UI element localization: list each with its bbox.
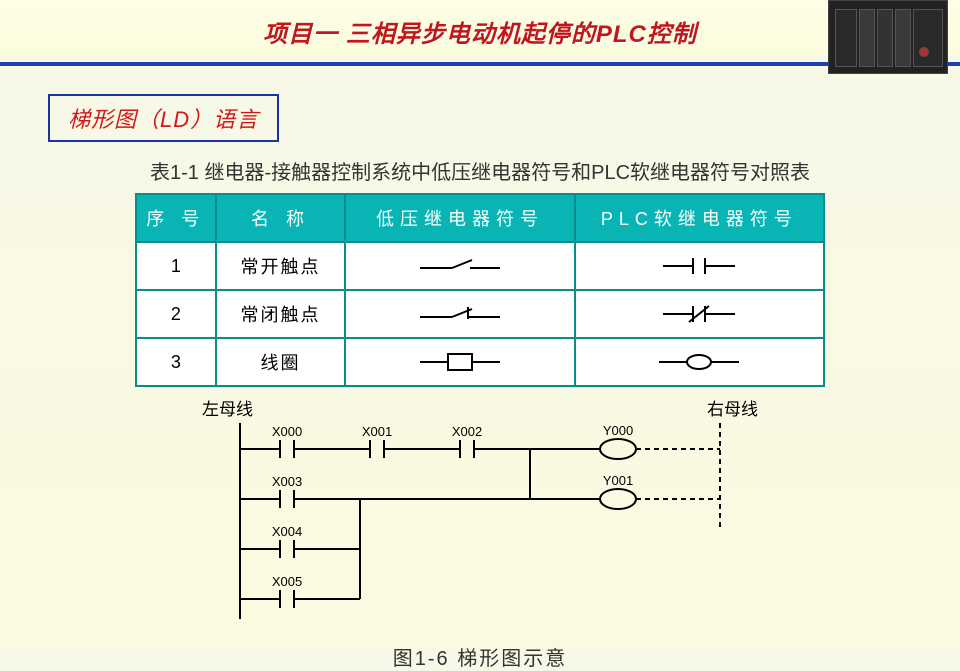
th-name: 名 称 — [216, 194, 346, 242]
th-lv: 低压继电器符号 — [345, 194, 574, 242]
cell-num: 3 — [136, 338, 216, 386]
ladder-svg: X000 X001 X002 Y000 X003 Y001 X004 X005 — [200, 399, 760, 631]
cell-num: 1 — [136, 242, 216, 290]
svg-text:Y001: Y001 — [603, 473, 633, 488]
cell-lv-symbol — [345, 338, 574, 386]
cell-plc-symbol — [575, 242, 824, 290]
right-bus-label: 右母线 — [707, 395, 758, 420]
th-plc: PLC软继电器符号 — [575, 194, 824, 242]
cell-plc-symbol — [575, 290, 824, 338]
cell-lv-symbol — [345, 242, 574, 290]
cell-plc-symbol — [575, 338, 824, 386]
cell-name: 常开触点 — [216, 242, 346, 290]
svg-text:X002: X002 — [452, 424, 482, 439]
table-caption: 表1-1 继电器-接触器控制系统中低压继电器符号和PLC软继电器符号对照表 — [0, 156, 960, 185]
th-num: 序 号 — [136, 194, 216, 242]
ladder-diagram-wrap: 左母线 右母线 X000X001X002Y000X003Y001X004X005 — [200, 399, 760, 636]
slide-header: 项目一 三相异步电动机起停的PLC控制 — [0, 0, 960, 56]
cell-num: 2 — [136, 290, 216, 338]
svg-text:X005: X005 — [272, 574, 302, 589]
svg-text:X003: X003 — [272, 474, 302, 489]
table-row: 3线圈 — [136, 338, 824, 386]
header-rule — [0, 62, 960, 66]
figure-caption: 图1-6 梯形图示意 — [0, 642, 960, 671]
symbol-comparison-table: 序 号 名 称 低压继电器符号 PLC软继电器符号 1常开触点2常闭触点3线圈 — [135, 193, 825, 387]
cell-name: 线圈 — [216, 338, 346, 386]
left-bus-label: 左母线 — [202, 395, 253, 420]
svg-text:X004: X004 — [272, 524, 302, 539]
table-row: 1常开触点 — [136, 242, 824, 290]
cell-name: 常闭触点 — [216, 290, 346, 338]
table-header-row: 序 号 名 称 低压继电器符号 PLC软继电器符号 — [136, 194, 824, 242]
svg-text:X000: X000 — [272, 424, 302, 439]
plc-device-thumbnail — [828, 0, 948, 74]
section-heading: 梯形图（LD）语言 — [48, 94, 279, 142]
svg-text:Y000: Y000 — [603, 423, 633, 438]
slide-title: 项目一 三相异步电动机起停的PLC控制 — [0, 0, 960, 49]
table-row: 2常闭触点 — [136, 290, 824, 338]
cell-lv-symbol — [345, 290, 574, 338]
svg-text:X001: X001 — [362, 424, 392, 439]
